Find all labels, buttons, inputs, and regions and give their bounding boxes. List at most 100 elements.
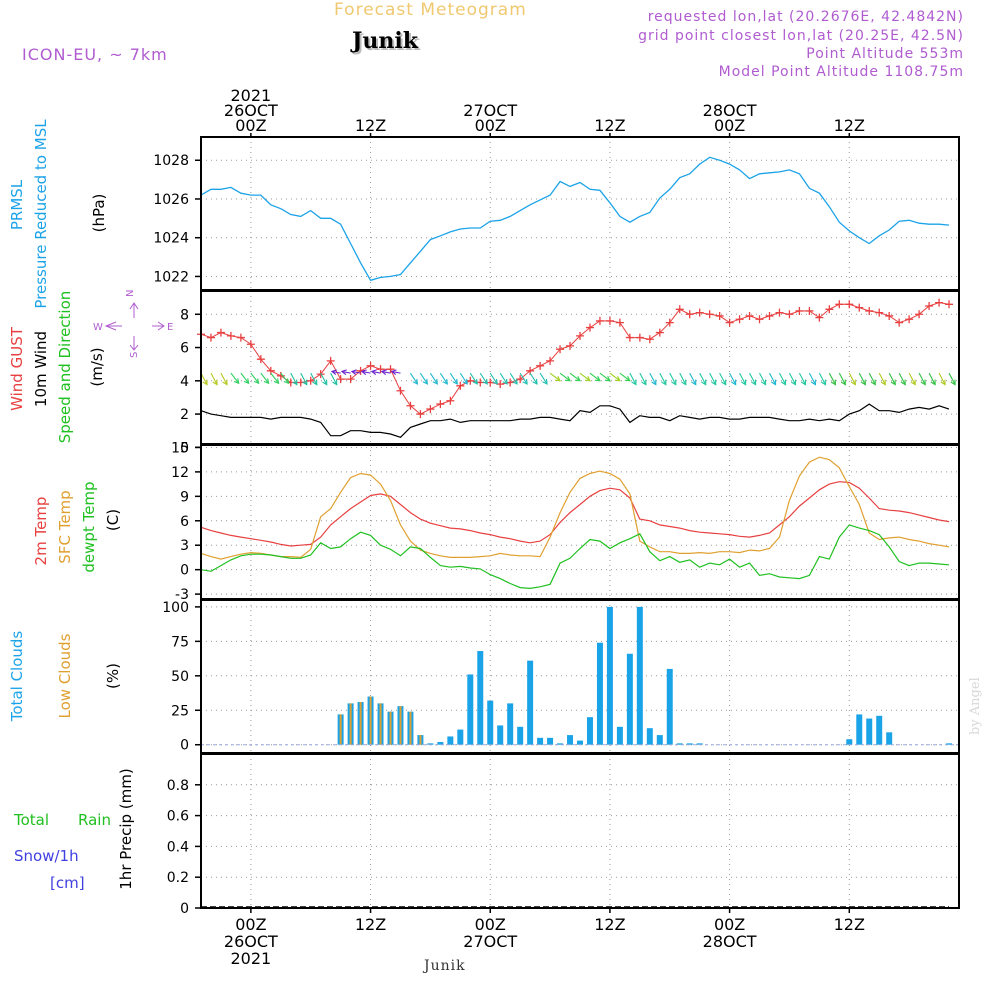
total-cloud-bar <box>527 660 534 745</box>
total-cloud-bar <box>497 725 504 745</box>
wind-gust-marker <box>516 375 525 384</box>
wind-direction-arrowhead <box>594 375 601 382</box>
compass-north-label: N <box>125 290 136 297</box>
y-tick-label: 4 <box>180 374 189 390</box>
footer-station: Junik <box>424 958 466 974</box>
wind-gust-marker <box>645 335 654 344</box>
wind-direction-arrow <box>200 372 208 385</box>
wind-direction-arrow <box>579 372 591 382</box>
wind-gust-marker <box>865 306 874 315</box>
wind-speed-line <box>200 403 950 438</box>
wind-direction-arrowhead <box>651 379 657 386</box>
wind-direction-arrow <box>938 372 946 385</box>
wind-direction-arrow <box>210 372 218 385</box>
precip-legend-snow: Snow/1h <box>14 847 79 865</box>
top-time-label: 12Z <box>594 116 625 135</box>
wind-gust-marker <box>825 305 834 314</box>
top-time-label: 28OCT <box>703 101 757 120</box>
wind-direction-arrow <box>908 372 916 385</box>
wind-direction-arrowhead <box>920 379 926 386</box>
wind-direction-arrowhead <box>340 369 347 376</box>
bottom-time-label: 2021 <box>231 949 272 968</box>
wind-gust-marker <box>256 355 265 364</box>
wind-direction-arrow <box>469 372 478 385</box>
temp-2m-label: 2m Temp <box>32 497 50 566</box>
wind-gust-marker <box>546 356 555 365</box>
y-tick-label: -3 <box>175 587 189 603</box>
wind-direction-arrowhead <box>502 378 508 385</box>
wind-gust-marker <box>376 365 385 374</box>
wind-direction-arrowhead <box>212 379 218 386</box>
wind-direction-label: Speed and Direction <box>56 291 74 444</box>
wind-direction-arrow <box>489 372 498 385</box>
wind-direction-arrowhead <box>263 378 270 385</box>
wind-direction-arrowhead <box>302 379 308 386</box>
y-tick-label: 2 <box>180 407 189 423</box>
top-time-label: 2021 <box>231 86 272 105</box>
wind-direction-arrow <box>918 372 926 385</box>
wind-gust-marker <box>795 306 804 315</box>
total-cloud-bar <box>467 674 474 745</box>
wind-direction-arrowhead <box>711 379 717 386</box>
wind-gust-marker <box>635 333 644 342</box>
wind-direction-arrow <box>858 372 866 385</box>
compass-east-label: E <box>167 322 173 333</box>
wind-direction-arrow <box>928 372 936 385</box>
wind-direction-arrow <box>371 370 381 374</box>
pressure-unit: (hPa) <box>90 194 108 233</box>
wind-direction-arrowhead <box>880 379 886 386</box>
wind-10m-label: 10m Wind <box>32 331 50 407</box>
wind-direction-arrow <box>341 370 351 374</box>
bottom-time-label: 00Z <box>475 915 506 934</box>
wind-direction-arrow <box>898 372 906 385</box>
wind-direction-arrow <box>499 372 508 385</box>
wind-direction-arrow <box>948 372 956 385</box>
wind-gust-marker <box>595 316 604 325</box>
model-label: ICON-EU, ~ 7km <box>22 45 168 64</box>
wind-direction-arrow <box>848 372 856 385</box>
wind-gust-marker <box>625 333 634 342</box>
wind-direction-arrowhead <box>810 379 817 386</box>
wind-gust-marker <box>945 300 954 309</box>
total-cloud-bar <box>567 735 574 745</box>
wind-gust-marker <box>386 365 395 374</box>
wind-direction-arrow <box>519 372 528 385</box>
wind-gust-marker <box>745 311 754 320</box>
wind-gust-marker <box>226 331 235 340</box>
y-tick-label: 15 <box>171 440 189 456</box>
wind-direction-arrowhead <box>542 378 548 385</box>
low-cloud-bar <box>409 711 412 745</box>
wind-direction-arrow <box>361 370 371 374</box>
wind-direction-arrowhead <box>283 378 290 385</box>
wind-gust-marker <box>755 315 764 324</box>
wind-direction-arrowhead <box>890 379 896 386</box>
wind-gust-marker <box>456 381 465 390</box>
top-time-label: 00Z <box>714 116 745 135</box>
wind-direction-arrowhead <box>800 379 807 386</box>
wind-gust-marker <box>935 298 944 307</box>
wind-gust-marker <box>436 400 445 409</box>
wind-direction-arrowhead <box>624 375 631 382</box>
wind-gust-marker <box>576 331 584 340</box>
bottom-time-label: 26OCT <box>224 932 278 951</box>
wind-direction-arrowhead <box>312 379 318 386</box>
wind-gust-marker <box>665 318 674 327</box>
total-cloud-bar <box>596 642 603 745</box>
info-model-altitude: Model Point Altitude 1108.75m <box>718 64 964 80</box>
y-tick-label: 6 <box>180 341 189 357</box>
total-cloud-bar <box>656 735 663 745</box>
wind-direction-arrow <box>788 372 796 385</box>
total-cloud-bar <box>547 737 554 745</box>
y-tick-label: 1028 <box>153 153 189 169</box>
wind-direction-arrowhead <box>780 379 787 386</box>
wind-gust-marker <box>605 316 614 325</box>
top-time-label: 00Z <box>475 116 506 135</box>
wind-gust-marker <box>785 310 794 319</box>
wind-gust-marker <box>675 305 684 314</box>
wind-direction-arrowhead <box>380 369 387 376</box>
wind-direction-arrow <box>320 372 328 385</box>
bottom-time-label: 00Z <box>235 915 266 934</box>
wind-direction-arrow <box>739 372 747 385</box>
wind-gust-marker <box>815 313 824 322</box>
wind-direction-arrowhead <box>273 378 280 385</box>
